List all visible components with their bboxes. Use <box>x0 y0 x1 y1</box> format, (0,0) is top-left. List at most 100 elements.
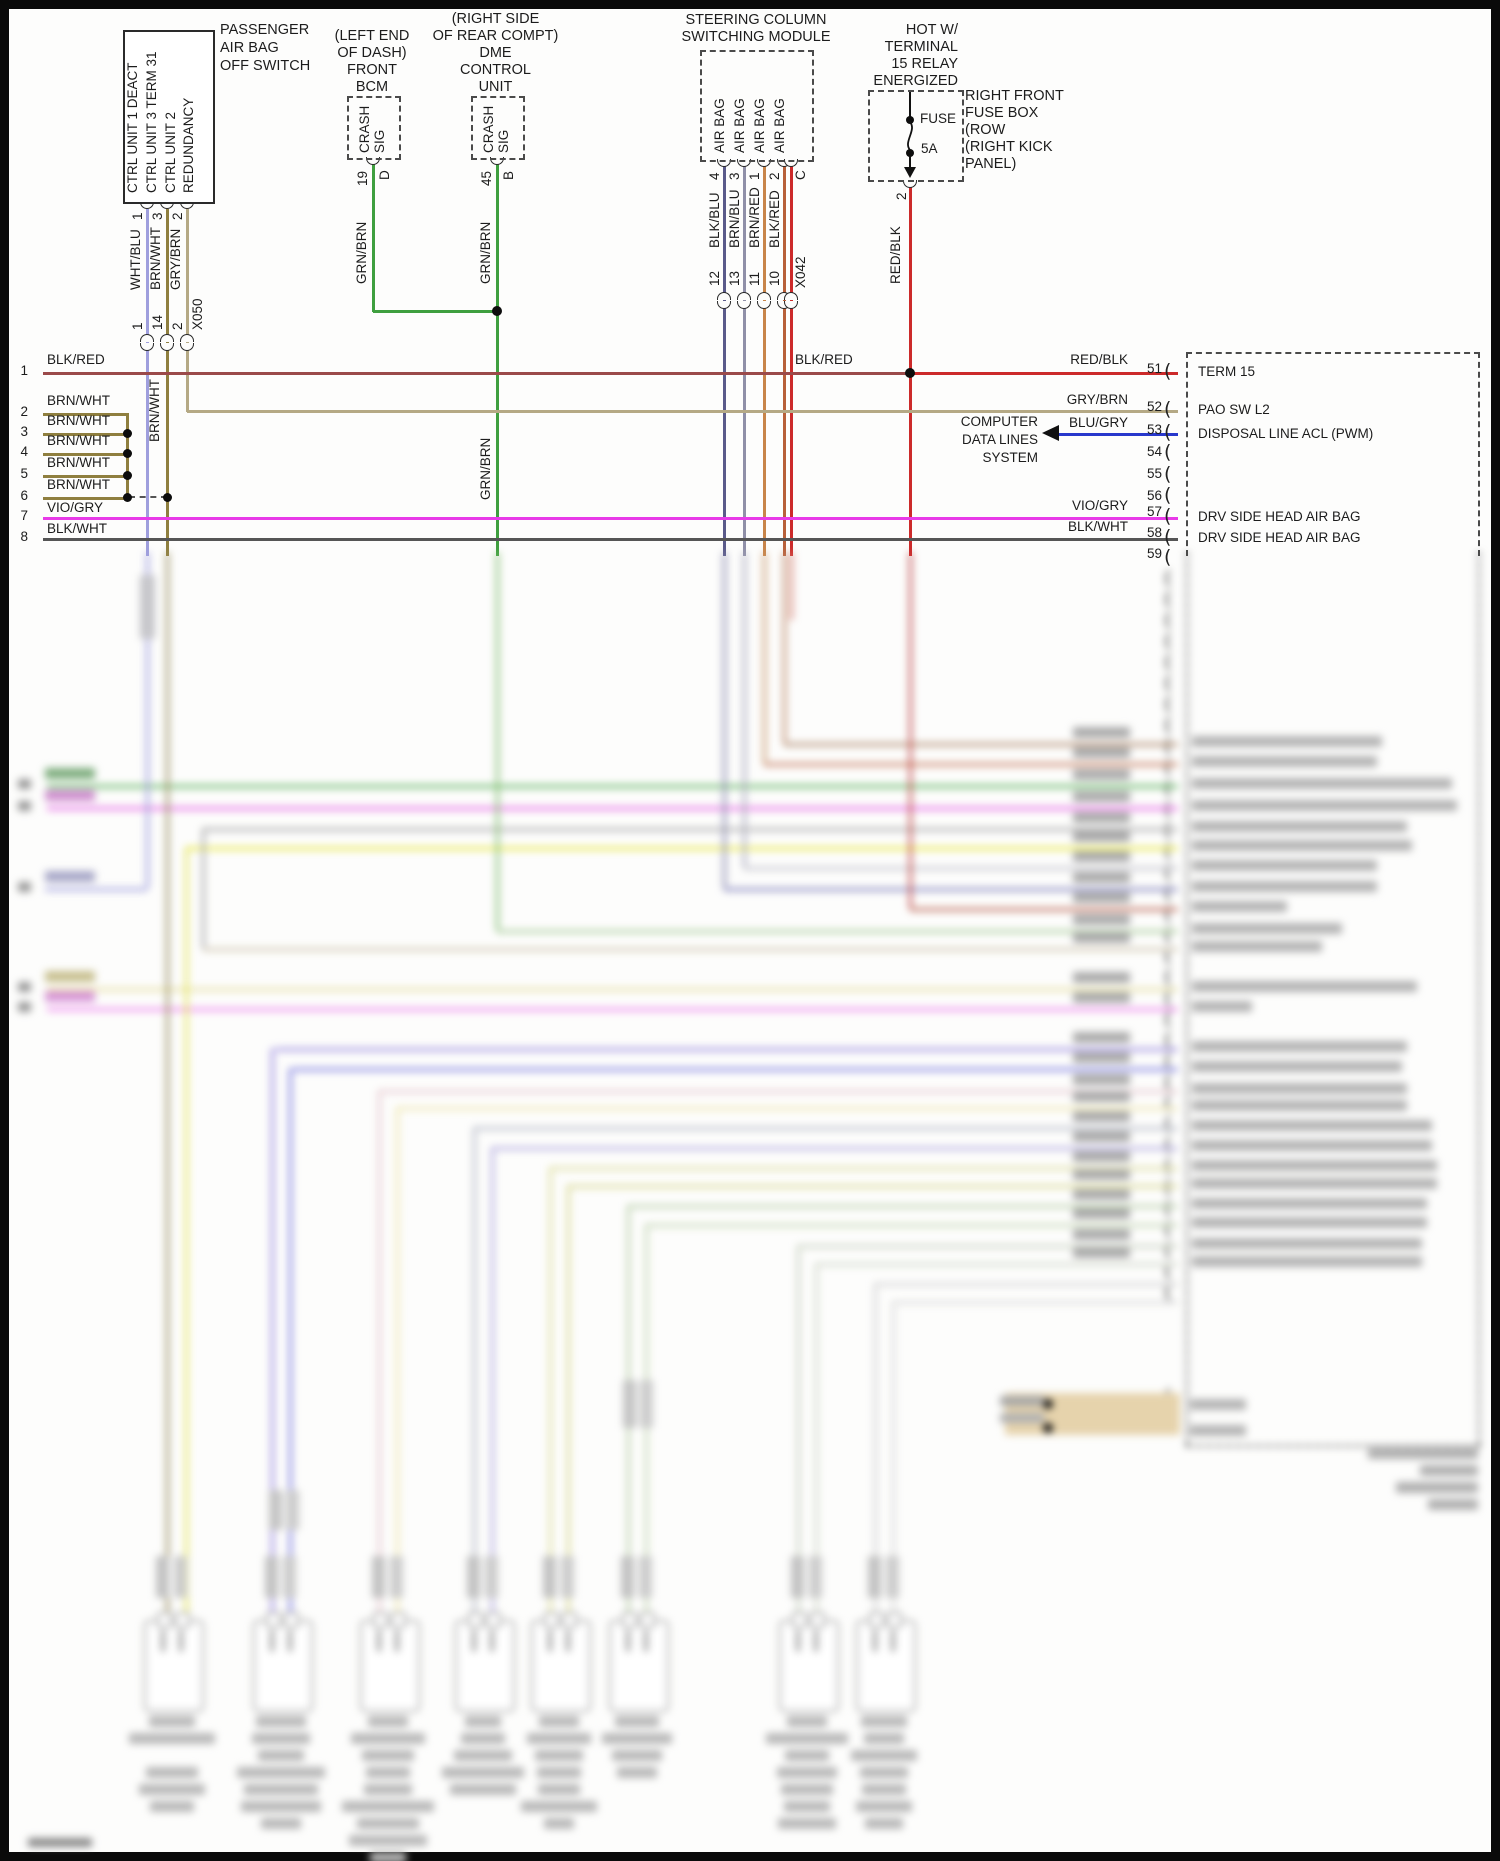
connector-pin: 14 <box>150 314 165 330</box>
blurred-text-bar <box>868 1556 881 1598</box>
wire-horizontal <box>876 1283 1178 1286</box>
connector-pin-arc: ( <box>1164 1050 1172 1072</box>
inline-connector-arc <box>717 292 731 300</box>
blurred-text-bar <box>1192 756 1377 767</box>
brn-wht-vertical-label: BRN/WHT <box>147 379 162 442</box>
steering-connector-pin: 12 <box>707 270 722 286</box>
row-wire-label: VIO/GRY <box>47 500 104 515</box>
wire-horizontal <box>187 410 1178 413</box>
connector-slot <box>490 1630 494 1652</box>
dme-pin: 45 <box>479 170 494 186</box>
wire-horizontal <box>893 1301 1178 1304</box>
connector-pin-arc: ( <box>1164 903 1172 925</box>
steering-title-1: STEERING COLUMN <box>685 12 827 28</box>
blurred-text-bar <box>45 871 95 882</box>
wire-horizontal <box>373 310 497 313</box>
blurred-text-bar <box>1073 1247 1130 1258</box>
connector-slot <box>548 1630 552 1652</box>
bcm-name-1: FRONT <box>347 62 397 78</box>
inline-connector-arc <box>784 301 798 309</box>
blurred-text-bar <box>454 1750 512 1761</box>
computer-note-1: COMPUTER <box>960 414 1038 429</box>
blurred-text-bar <box>1428 1499 1478 1510</box>
steering-wire-color: BRN/RED <box>747 187 762 248</box>
connector-pin-arc: ( <box>1164 861 1172 883</box>
connector-pin-arc: ( <box>1164 693 1172 715</box>
row-wire-label: BRN/WHT <box>47 477 110 492</box>
dme-name-1: DME <box>479 45 512 61</box>
inline-connector-arc <box>717 301 731 309</box>
frame-top <box>0 0 1500 9</box>
blurred-text-bar <box>602 1733 672 1744</box>
fuse-terminal-dot <box>906 116 914 124</box>
connector-pin-arc: ( <box>1164 1113 1172 1135</box>
blurred-text-bar <box>521 1801 597 1812</box>
blurred-text-bar <box>1073 1169 1130 1180</box>
blurred-text-bar <box>1190 1425 1246 1436</box>
wire-horizontal <box>1058 433 1178 436</box>
blurred-text-bar <box>784 1801 830 1812</box>
conn-pin: 54 <box>1146 444 1162 459</box>
blurred-text-bar <box>1192 1100 1407 1111</box>
connector-pin-arc: ( <box>1164 1029 1172 1051</box>
terminal-label: REDUNDANCY <box>181 97 196 193</box>
blurred-text-bar <box>1073 1208 1130 1219</box>
blurred-text-bar <box>244 1784 318 1795</box>
connector-box-left-blur <box>1186 552 1188 1445</box>
connector-box-top <box>1186 352 1480 354</box>
blurred-text-bar <box>1192 736 1382 747</box>
bcm-terminal: CRASH <box>357 105 372 153</box>
blurred-text-bar <box>1192 1256 1422 1267</box>
terminal-label: CTRL UNIT 1 DEACT <box>125 62 140 193</box>
blurred-text-bar <box>174 1556 187 1598</box>
blurred-text-bar <box>1420 1465 1478 1476</box>
steering-pin: 2 <box>767 172 782 180</box>
blurred-text-bar <box>1192 1178 1437 1189</box>
bottom-connector-box <box>609 1620 669 1712</box>
dme-wire-color-lower: GRN/BRN <box>478 437 493 500</box>
blurred-text-bar <box>241 1801 321 1812</box>
connector-tab <box>157 1612 172 1628</box>
blurred-text-bar <box>1073 1052 1130 1063</box>
inline-connector-arc <box>160 343 174 351</box>
dme-terminal: SIG <box>496 129 511 153</box>
connector-tab <box>887 1612 902 1628</box>
fuse-lead-bottom <box>909 155 911 169</box>
blurred-text-bar <box>1192 800 1457 811</box>
blurred-text-bar <box>1073 812 1130 823</box>
blurred-text-bar <box>1192 860 1377 871</box>
wire-vertical <box>909 552 912 908</box>
connector-pin-arc: ( <box>1164 924 1172 946</box>
wire-color-label: BRN/WHT <box>148 227 163 290</box>
blurred-text-bar <box>1073 747 1130 758</box>
wire-horizontal <box>47 1008 1178 1011</box>
inline-connector-arc <box>160 334 174 342</box>
wire-vertical <box>743 165 746 556</box>
wire-vertical <box>567 1185 570 1620</box>
dme-box <box>471 96 525 160</box>
jumper-dashed <box>129 496 167 498</box>
fuse-element-symbol <box>907 122 913 151</box>
connector-pin-arc: ( <box>1164 398 1172 420</box>
connector-tab <box>869 1612 884 1628</box>
connector-box-bottom <box>1186 1445 1480 1447</box>
wire-vertical <box>496 552 499 930</box>
blurred-text-bar <box>1073 892 1130 903</box>
steering-title-2: SWITCHING MODULE <box>681 29 831 45</box>
connector-pin-arc: ( <box>1164 567 1172 589</box>
connector-slot <box>179 1630 183 1652</box>
bcm-location-2: OF DASH) <box>337 45 407 61</box>
blurred-text-bar <box>527 1733 591 1744</box>
blurred-text-bar <box>1192 941 1322 952</box>
fuse-power-note-3: 15 RELAY <box>891 56 958 72</box>
fusebox-location-3: (ROW <box>965 122 1006 138</box>
fuse-power-note-4: ENERGIZED <box>873 73 958 89</box>
connector-pin-arc: ( <box>1164 1092 1172 1114</box>
blurred-text-bar <box>1073 1131 1130 1142</box>
conn-label: DRV SIDE HEAD AIR BAG <box>1198 530 1361 545</box>
blurred-text-bar <box>139 1784 205 1795</box>
connector-pin-arc: ( <box>1164 756 1172 778</box>
blurred-text-bar <box>28 1838 92 1847</box>
blurred-text-bar <box>860 1767 908 1778</box>
